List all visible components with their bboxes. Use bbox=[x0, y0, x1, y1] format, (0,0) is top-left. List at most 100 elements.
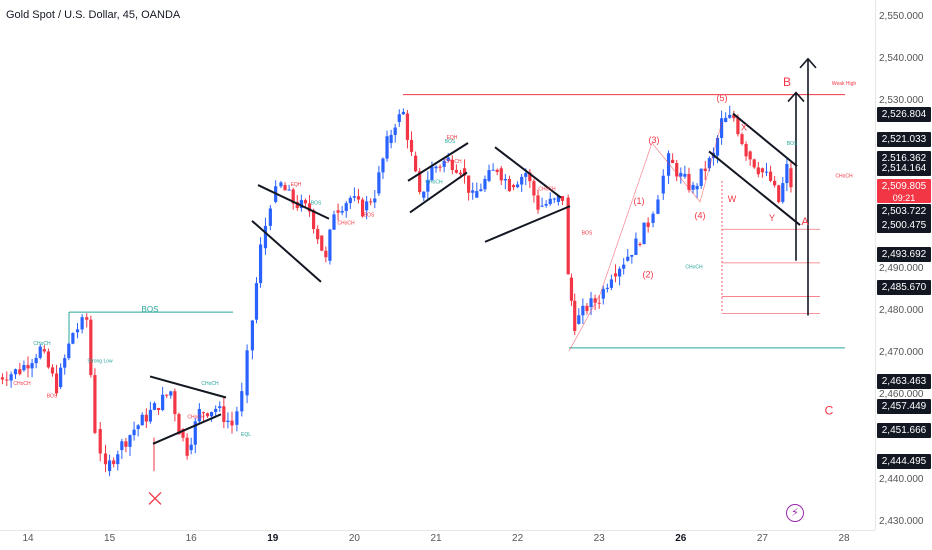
candle-body bbox=[54, 373, 59, 394]
candle-body bbox=[540, 205, 544, 207]
candle-body bbox=[103, 453, 108, 465]
candle-body bbox=[152, 403, 157, 410]
time-tick-label: 22 bbox=[512, 533, 524, 544]
candle-body bbox=[426, 180, 430, 192]
candle-body bbox=[22, 365, 26, 371]
candle-body bbox=[324, 250, 328, 258]
price-tick-label: 2,540.000 bbox=[879, 52, 924, 64]
candle-body bbox=[181, 429, 185, 438]
candle-body bbox=[161, 394, 165, 410]
candle-body bbox=[651, 213, 655, 223]
annotation-eql: EQL bbox=[241, 432, 251, 438]
candle-body bbox=[781, 183, 785, 202]
candle-body bbox=[397, 114, 401, 122]
candle-body bbox=[18, 369, 22, 375]
price-scale-border bbox=[875, 0, 876, 530]
candle-body bbox=[377, 172, 381, 194]
candle-body bbox=[732, 114, 736, 119]
candle-body bbox=[699, 168, 703, 186]
candle-body bbox=[768, 171, 773, 181]
candle-body bbox=[59, 367, 63, 387]
candle-body bbox=[226, 420, 230, 423]
candle-body bbox=[299, 200, 303, 208]
candle-body bbox=[140, 414, 144, 426]
candle-body bbox=[245, 350, 249, 396]
candle-body bbox=[646, 222, 650, 227]
annotation-choch: CHoCH bbox=[337, 221, 355, 227]
candle-body bbox=[222, 406, 226, 423]
candle-body bbox=[618, 268, 622, 277]
candle-body bbox=[491, 169, 495, 171]
candle-body bbox=[703, 168, 707, 171]
candle-body bbox=[332, 214, 336, 230]
candle-body bbox=[89, 319, 93, 376]
pattern-line-5 bbox=[409, 171, 468, 214]
candle-body bbox=[405, 113, 410, 140]
price-tick-label: 2,460.000 bbox=[879, 389, 924, 401]
candle-body bbox=[566, 197, 570, 275]
candle-body bbox=[307, 203, 312, 212]
candle-body bbox=[430, 166, 434, 181]
candle-body bbox=[128, 435, 132, 447]
candle-body bbox=[303, 200, 308, 204]
annotation-bos: BOS bbox=[311, 200, 322, 206]
candle-body bbox=[385, 136, 389, 159]
candle-body bbox=[740, 134, 744, 145]
annotation-choch: CHoCH bbox=[33, 341, 51, 347]
candle-body bbox=[205, 413, 210, 417]
candle-body bbox=[483, 178, 487, 190]
candle-body bbox=[656, 199, 660, 214]
candle-body bbox=[30, 363, 34, 369]
candle-body bbox=[63, 358, 67, 368]
annotation-bos: BOS bbox=[142, 305, 159, 314]
pattern-line-9 bbox=[708, 150, 801, 226]
candle-body bbox=[556, 196, 560, 202]
candle-body bbox=[503, 178, 507, 181]
annotation-choch: CHoCH bbox=[187, 415, 205, 421]
pattern-line-4 bbox=[407, 142, 469, 182]
candle-body bbox=[613, 273, 618, 277]
candle-body bbox=[560, 196, 565, 201]
candle-body bbox=[475, 191, 479, 198]
candle-body bbox=[287, 189, 291, 191]
candle-body bbox=[728, 114, 732, 118]
annotation-1: (1) bbox=[634, 196, 645, 206]
candle-body bbox=[201, 412, 206, 414]
annotation-choch: CHoCH bbox=[538, 187, 556, 193]
candle-body bbox=[240, 391, 244, 412]
annotation-b: B bbox=[783, 75, 791, 89]
annotation-bos: BOS bbox=[364, 213, 375, 219]
candle-body bbox=[340, 210, 344, 213]
candle-body bbox=[675, 163, 679, 177]
annotation-choch: CHoCH bbox=[835, 174, 853, 180]
candle-body bbox=[634, 238, 638, 255]
candle-body bbox=[467, 175, 471, 193]
annotation-bos: BOS bbox=[582, 230, 593, 236]
candle-body bbox=[75, 329, 80, 333]
price-tag: 2,463.463 bbox=[877, 373, 931, 389]
candle-body bbox=[67, 343, 71, 359]
annotation-w: W bbox=[728, 194, 737, 204]
candle-body bbox=[622, 264, 626, 269]
price-tick-label: 2,490.000 bbox=[879, 263, 924, 275]
price-tag: 2,521.033 bbox=[877, 131, 931, 147]
candle-body bbox=[389, 134, 393, 144]
candle-body bbox=[197, 409, 201, 422]
chart-title: Gold Spot / U.S. Dollar, 45, OANDA bbox=[6, 9, 181, 21]
candle-body bbox=[495, 169, 499, 173]
candle-body bbox=[13, 369, 18, 375]
candle-body bbox=[263, 225, 268, 249]
candle-body bbox=[638, 243, 642, 245]
annotation-bos: BOS bbox=[445, 139, 456, 145]
candle-body bbox=[450, 159, 454, 171]
candle-body bbox=[283, 185, 287, 191]
candle-body bbox=[777, 185, 781, 203]
lightning-icon[interactable]: ⚡ bbox=[786, 504, 804, 522]
candle-body bbox=[785, 164, 789, 184]
candle-body bbox=[683, 173, 687, 177]
candle-body bbox=[189, 444, 193, 451]
candle-body bbox=[268, 208, 272, 226]
arrow-b-head bbox=[787, 91, 805, 103]
price-tick-label: 2,470.000 bbox=[879, 347, 924, 359]
